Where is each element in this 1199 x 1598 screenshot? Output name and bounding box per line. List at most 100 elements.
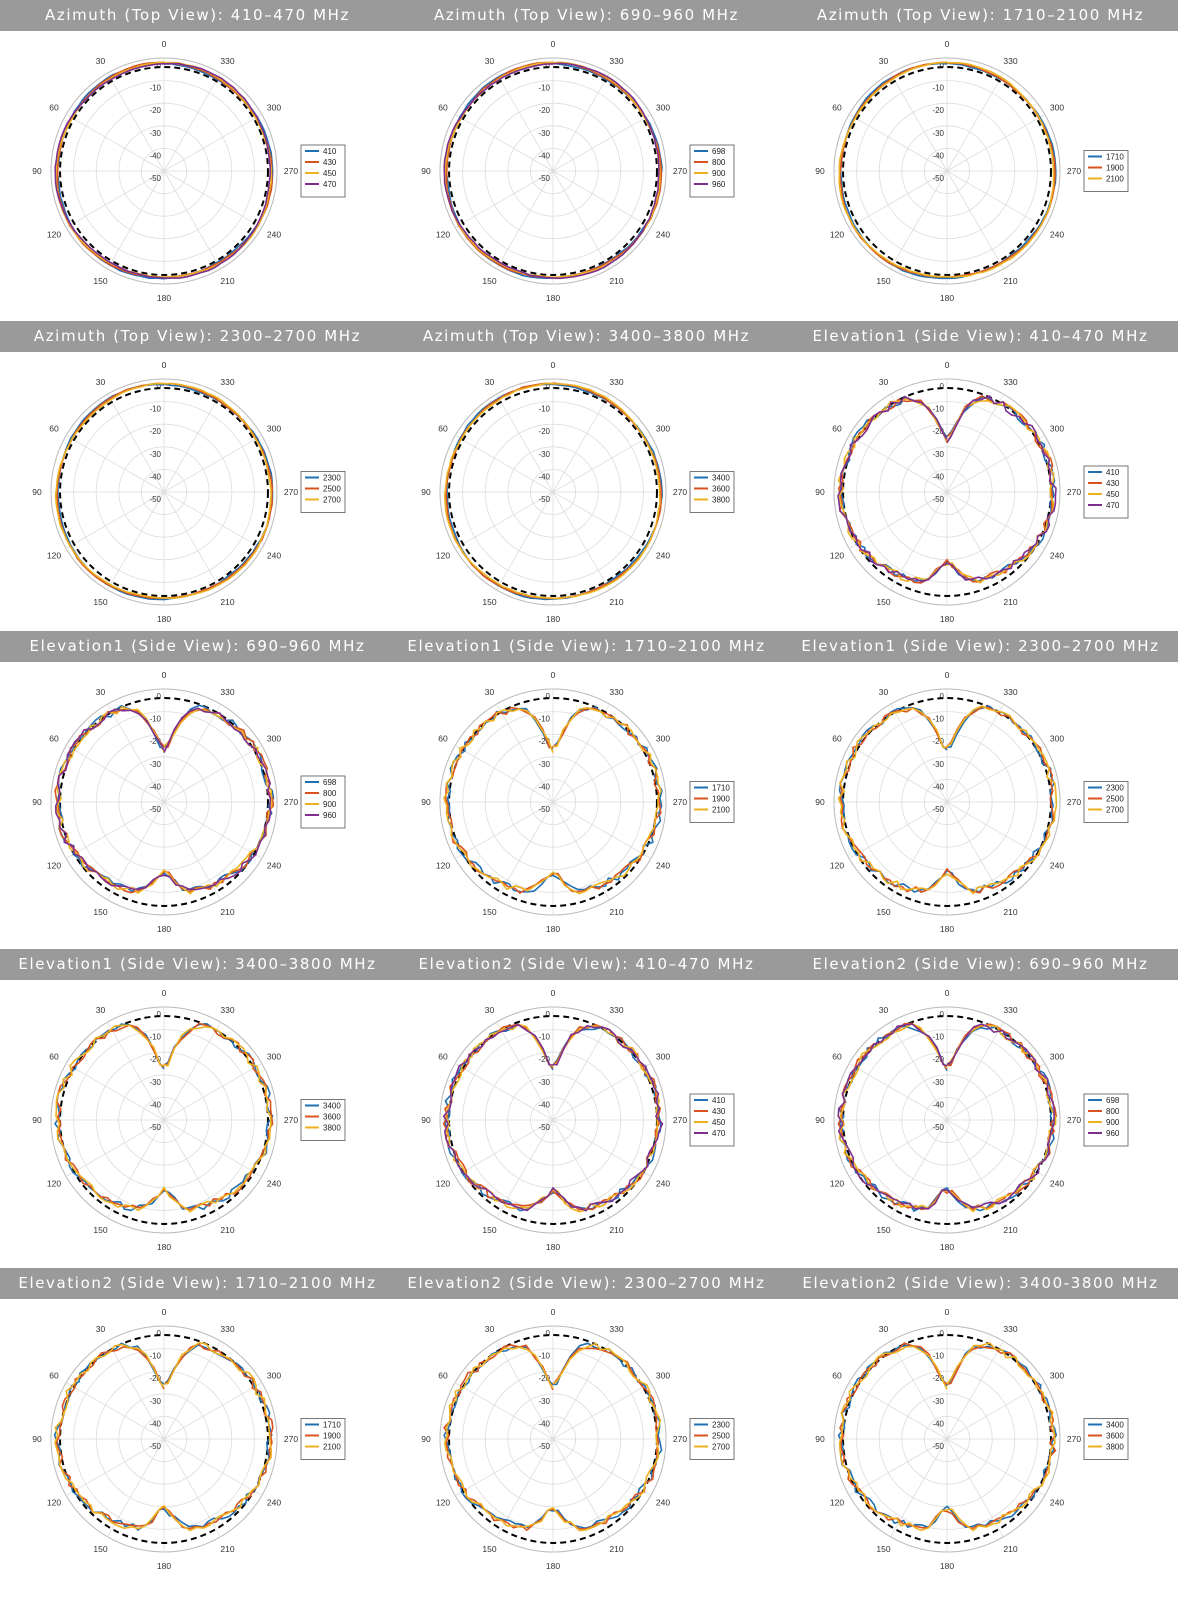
grid-spoke (552, 745, 652, 803)
radial-tick-label: -50 (932, 1123, 944, 1132)
radial-tick-label: -10 (538, 1352, 550, 1361)
grid-spoke (552, 1119, 652, 1177)
angle-tick-label: 90 (815, 797, 825, 807)
polar-plot: 0 30 60 90 120 150 180 210 240 270 300 330 0 -10 -20 -3… (815, 39, 1129, 303)
series-curve-1710 (446, 705, 663, 893)
grid-spoke (454, 1063, 554, 1121)
angle-tick-label: 270 (1067, 1434, 1081, 1444)
radial-tick-label: -50 (538, 1442, 550, 1451)
angle-tick-label: 210 (220, 1225, 234, 1235)
angle-tick-label: 0 (162, 988, 167, 998)
radial-tick-label: -30 (538, 129, 550, 138)
grid-spoke (552, 393, 610, 493)
angle-tick-label: 90 (421, 1434, 431, 1444)
angle-tick-label: 90 (32, 487, 42, 497)
grid-spoke (107, 1340, 165, 1440)
grid-spoke (848, 745, 948, 803)
angle-tick-label: 210 (1003, 907, 1017, 917)
grid-spoke (946, 114, 1046, 172)
angle-tick-label: 0 (551, 360, 556, 370)
radial-tick-label: -10 (538, 1033, 550, 1042)
grid-spoke (65, 1063, 165, 1121)
legend-label: 1710 (1106, 153, 1124, 162)
polar-plot: 0 30 60 90 120 150 180 210 240 270 300 330 0 -10 -20 -3… (815, 670, 1129, 934)
angle-tick-label: 60 (832, 103, 842, 113)
legend-label: 2500 (323, 485, 341, 494)
chart-panel: Elevation1 (Side View): 3400–3800 MHz 0 30… (0, 949, 397, 1274)
radial-tick-label: 0 (157, 692, 162, 701)
angle-tick-label: 0 (162, 360, 167, 370)
series-curve-2700 (443, 1342, 662, 1532)
grid-spoke (454, 1119, 554, 1177)
angle-tick-label: 90 (421, 797, 431, 807)
angle-tick-label: 330 (220, 56, 234, 66)
angle-tick-label: 90 (815, 166, 825, 176)
series-curve-3400 (837, 1344, 1058, 1529)
angle-tick-label: 120 (47, 230, 61, 240)
radial-tick-label: -40 (149, 1100, 161, 1109)
series-curve-2100 (443, 706, 662, 895)
grid-spoke (946, 1119, 1046, 1177)
radial-tick-label: -20 (538, 737, 550, 746)
grid-spoke (552, 1021, 610, 1121)
grid-spoke (65, 491, 165, 549)
angle-tick-label: 150 (482, 1544, 496, 1554)
angle-tick-label: 240 (656, 1498, 670, 1508)
angle-tick-label: 300 (1050, 1052, 1064, 1062)
angle-tick-label: 210 (609, 1225, 623, 1235)
legend-label: 2300 (323, 474, 341, 483)
angle-tick-label: 240 (267, 551, 281, 561)
series-curve-2100 (838, 61, 1055, 278)
angle-tick-label: 90 (421, 487, 431, 497)
angle-tick-label: 300 (267, 1052, 281, 1062)
chart-title: Azimuth (Top View): 1710–2100 MHz (783, 0, 1178, 31)
angle-tick-label: 270 (1067, 166, 1081, 176)
legend-label: 2100 (323, 1443, 341, 1452)
legend-label: 2700 (1106, 806, 1124, 815)
chart-panel: Azimuth (Top View): 1710–2100 MHz 0 30 60 90… (783, 0, 1180, 325)
grid-spoke (946, 435, 1046, 493)
radial-tick-label: -10 (538, 405, 550, 414)
legend-label: 1710 (712, 784, 730, 793)
grid-spoke (163, 393, 221, 493)
angle-tick-label: 180 (157, 614, 171, 624)
grid-spoke (163, 1063, 263, 1121)
legend-label: 800 (712, 158, 726, 167)
angle-tick-label: 240 (1050, 1498, 1064, 1508)
radial-tick-label: -50 (932, 495, 944, 504)
series-curve-960 (837, 1023, 1055, 1210)
angle-tick-label: 300 (1050, 734, 1064, 744)
grid-spoke (496, 491, 554, 591)
series-curve-2700 (54, 382, 272, 600)
angle-tick-label: 120 (830, 1179, 844, 1189)
angle-tick-label: 210 (1003, 1544, 1017, 1554)
radial-tick-label: -40 (538, 1419, 550, 1428)
chart-title: Azimuth (Top View): 410–470 MHz (0, 0, 395, 31)
angle-tick-label: 150 (93, 1544, 107, 1554)
grid-spoke (454, 170, 554, 228)
angle-tick-label: 0 (945, 988, 950, 998)
legend-label: 410 (323, 147, 337, 156)
radial-tick-label: -20 (538, 1055, 550, 1064)
legend (689, 1093, 735, 1147)
grid-spoke (946, 170, 1004, 270)
angle-tick-label: 120 (47, 551, 61, 561)
angle-tick-label: 150 (93, 907, 107, 917)
grid-spoke (848, 170, 948, 228)
angle-tick-label: 30 (485, 56, 495, 66)
legend-label: 470 (1106, 501, 1120, 510)
angle-tick-label: 30 (485, 687, 495, 697)
angle-tick-label: 210 (220, 907, 234, 917)
angle-tick-label: 330 (609, 1005, 623, 1015)
angle-tick-label: 330 (609, 1324, 623, 1334)
radial-tick-label: -40 (149, 1419, 161, 1428)
angle-tick-label: 300 (656, 734, 670, 744)
angle-tick-label: 330 (220, 377, 234, 387)
series-curve-3400 (54, 1022, 274, 1212)
chart-panel: Elevation2 (Side View): 3400-3800 MHz 0 30… (783, 1268, 1180, 1593)
radial-tick-label: -40 (149, 782, 161, 791)
radial-tick-label: -30 (538, 760, 550, 769)
grid-spoke (65, 1119, 165, 1177)
grid-spoke (496, 72, 554, 172)
grid-spoke (890, 170, 948, 270)
